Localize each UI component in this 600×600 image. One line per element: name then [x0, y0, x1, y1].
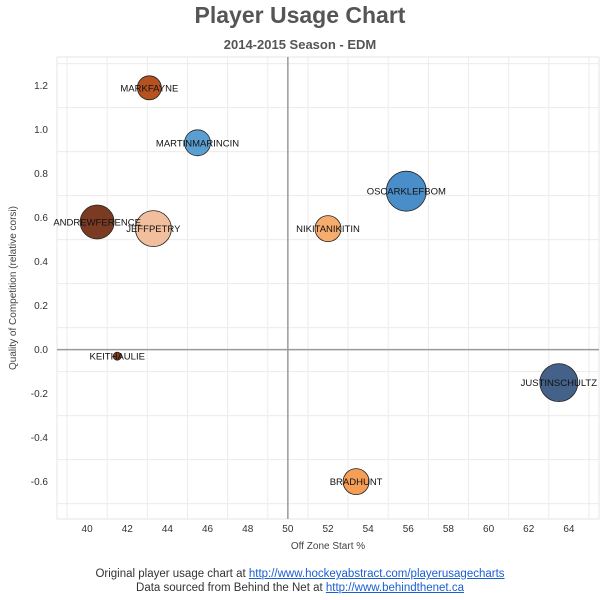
x-tick-label: 40	[82, 524, 94, 535]
data-point	[134, 210, 172, 248]
data-point	[539, 363, 579, 403]
footer-link-usage-charts[interactable]: http://www.hockeyabstract.com/playerusag…	[248, 568, 505, 580]
reference-lines	[57, 57, 599, 519]
footer-line-2: Data sourced from Behind the Net at http…	[0, 581, 600, 595]
x-tick-label: 50	[282, 524, 294, 535]
footer-text-1: Original player usage chart at	[95, 568, 249, 580]
data-point-label: JEFFPETRY	[126, 224, 181, 235]
y-tick-label: 0.0	[34, 345, 48, 356]
footer: Original player usage chart at http://ww…	[0, 567, 600, 595]
x-tick-label: 42	[122, 524, 134, 535]
y-axis-label: Quality of Competition (relative corsi)	[8, 206, 19, 370]
x-tick-label: 52	[322, 524, 334, 535]
y-tick-label: -0.6	[31, 477, 49, 488]
x-tick-label: 58	[443, 524, 455, 535]
data-point	[184, 129, 211, 157]
plot-area	[56, 56, 600, 520]
x-axis-label: Off Zone Start %	[291, 541, 365, 552]
x-tick-label: 56	[403, 524, 415, 535]
x-tick-label: 48	[242, 524, 254, 535]
x-axis-ticks: 40 42 44 46 48 50 52 54 56 58 60 62 64	[82, 524, 575, 535]
x-tick-label: 64	[563, 524, 575, 535]
data-point-label: NIKITANIKITIN	[296, 224, 360, 235]
grid-horizontal	[57, 63, 599, 505]
grid-vertical	[66, 57, 590, 519]
x-tick-label: 54	[363, 524, 375, 535]
y-tick-label: -0.4	[31, 433, 49, 444]
data-point-label: ANDREWFERENCE	[53, 218, 141, 229]
data-point	[112, 351, 122, 361]
data-point-label: KEITHAULIE	[90, 352, 145, 363]
y-tick-label: 0.8	[34, 169, 48, 180]
data-point-label: MARTINMARINCIN	[156, 138, 239, 149]
data-points	[79, 75, 579, 496]
data-point	[385, 170, 427, 212]
footer-link-behind-the-net[interactable]: http://www.behindthenet.ca	[325, 582, 464, 594]
x-tick-label: 60	[483, 524, 495, 535]
data-point	[79, 204, 115, 240]
data-point-label: MARKFAYNE	[120, 83, 178, 94]
y-tick-label: 1.2	[34, 81, 48, 92]
x-tick-label: 44	[162, 524, 174, 535]
data-point-label: OSCARKLEFBOM	[367, 187, 446, 198]
x-tick-label: 46	[202, 524, 214, 535]
y-tick-label: 1.0	[34, 125, 48, 136]
data-point	[136, 75, 162, 101]
data-point	[342, 468, 370, 496]
data-labels: MARKFAYNE MARTINMARINCIN OSCARKLEFBOM ANDRE…	[53, 83, 597, 488]
y-tick-label: 0.6	[34, 213, 48, 224]
x-tick-label: 62	[523, 524, 535, 535]
data-point-label: JUSTINSCHULTZ	[521, 378, 598, 389]
data-point-label: BRADHUNT	[330, 477, 383, 488]
y-tick-label: -0.2	[31, 389, 49, 400]
y-tick-label: 0.2	[34, 301, 48, 312]
y-axis-ticks: -0.6 -0.4 -0.2 0.0 0.2 0.4 0.6 0.8 1.0 1.2	[31, 81, 49, 488]
chart-subtitle: 2014-2015 Season - EDM	[223, 37, 377, 52]
data-point	[314, 215, 342, 243]
y-tick-label: 0.4	[34, 257, 48, 268]
footer-line-1: Original player usage chart at http://ww…	[0, 567, 600, 581]
footer-text-2: Data sourced from Behind the Net at	[136, 582, 326, 594]
usage-chart: 40 42 44 46 48 50 52 54 56 58 60 62 64 -0.6 -0.4 -0.2 0…	[8, 56, 600, 552]
chart-title: Player Usage Chart	[194, 2, 406, 28]
